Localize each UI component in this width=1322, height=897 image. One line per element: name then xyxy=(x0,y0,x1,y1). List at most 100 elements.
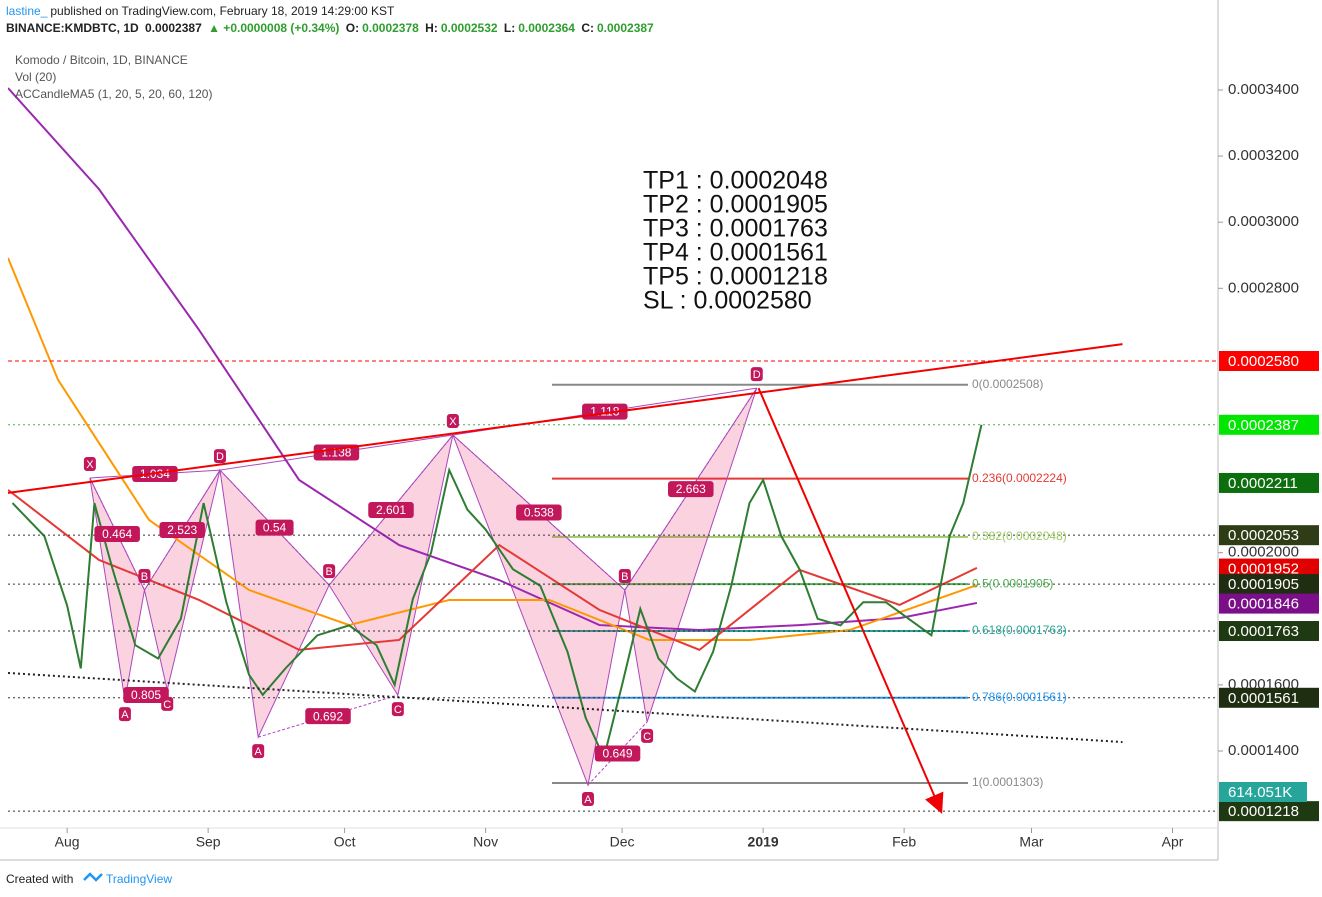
point-label: B xyxy=(621,571,628,583)
o-label: O: xyxy=(345,21,360,35)
point-box xyxy=(618,569,631,584)
price-label: 0.0001218 xyxy=(1228,803,1299,820)
annotation-line: TP4 : 0.0001561 xyxy=(643,239,828,267)
o-value: 0.0002378 xyxy=(362,21,419,35)
x-tick-label: Feb xyxy=(892,834,916,850)
point-box xyxy=(446,414,459,429)
price-label: 0.0002211 xyxy=(1228,475,1298,492)
ohlc-row: BINANCE:KMDBTC, 1D 0.0002387 ▲ +0.000000… xyxy=(6,21,657,35)
legend-line: Vol (20) xyxy=(15,70,56,84)
price-box xyxy=(1219,558,1319,579)
point-box xyxy=(641,728,654,743)
point-box xyxy=(161,696,174,711)
fib-label: 0(0.0002508) xyxy=(972,377,1043,391)
annotation-line: TP3 : 0.0001763 xyxy=(643,215,828,243)
fib-label: 1(0.0001303) xyxy=(972,775,1043,789)
ratio-box xyxy=(368,502,414,519)
ratio-label: 2.663 xyxy=(676,482,706,496)
price-label: 0.0002053 xyxy=(1228,527,1299,544)
last: 0.0002387 xyxy=(145,21,202,35)
ratio-label: 1.118 xyxy=(590,405,619,419)
price-label: 0.0001952 xyxy=(1228,561,1299,578)
x-tick-label: Apr xyxy=(1162,834,1184,850)
annotation-line: TP5 : 0.0001218 xyxy=(643,263,828,291)
price-box xyxy=(1219,621,1319,642)
point-label: A xyxy=(584,794,592,806)
price-label: 0.0001905 xyxy=(1228,576,1299,593)
h-label: H: xyxy=(425,21,438,35)
pattern-xab xyxy=(89,477,145,701)
volume-box xyxy=(1219,782,1307,802)
x-tick-label: Mar xyxy=(1019,834,1043,850)
point-box xyxy=(138,569,151,584)
ratio-label: 0.692 xyxy=(313,709,343,723)
ratio-box xyxy=(668,481,714,498)
footer-text: Created with xyxy=(6,872,73,886)
y-tick-label: 0.0003400 xyxy=(1228,81,1299,98)
published: published on TradingView.com, February 1… xyxy=(50,4,395,18)
l-value: 0.0002364 xyxy=(518,21,575,35)
price-label: 0.0001846 xyxy=(1228,596,1299,613)
ratio-box xyxy=(594,745,641,762)
point-label: A xyxy=(255,746,263,758)
price-box xyxy=(1219,687,1319,708)
series-line xyxy=(11,424,983,761)
ratio-box xyxy=(313,444,360,461)
pattern-xab xyxy=(219,468,330,739)
point-label: A xyxy=(121,709,129,721)
point-label: C xyxy=(163,699,171,711)
ratio-box xyxy=(94,526,140,543)
point-box xyxy=(213,449,226,464)
point-label: B xyxy=(141,571,148,583)
fib-label: 0.382(0.0002048) xyxy=(972,529,1067,543)
y-tick-label: 0.0001400 xyxy=(1228,742,1299,759)
pattern-leg xyxy=(587,721,648,786)
trendline xyxy=(7,671,1123,744)
point-box xyxy=(252,744,265,759)
x-tick-label: Nov xyxy=(473,834,498,850)
price-label: 0.0001561 xyxy=(1228,690,1299,707)
series-line xyxy=(8,87,978,632)
price-box xyxy=(1219,525,1319,546)
volume-label: 614.051K xyxy=(1228,784,1292,801)
x-tick-label: Sep xyxy=(196,834,221,850)
y-tick-label: 0.0003000 xyxy=(1228,213,1299,230)
pattern-bcd xyxy=(624,387,758,723)
trendline xyxy=(757,387,944,814)
l-label: L: xyxy=(503,21,516,35)
y-tick-label: 0.0003200 xyxy=(1228,147,1299,164)
fib-label: 0.5(0.0001905) xyxy=(972,576,1053,590)
point-box xyxy=(391,702,404,717)
ratio-box xyxy=(123,686,169,703)
fib-label: 0.618(0.0001763) xyxy=(972,623,1067,637)
point-box xyxy=(750,367,763,382)
ratio-label: 2.601 xyxy=(376,503,406,517)
x-tick-label: Dec xyxy=(610,834,635,850)
point-label: C xyxy=(394,704,402,716)
change: ▲ +0.0000008 (+0.34%) xyxy=(208,21,340,35)
header-row: lastine_ published on TradingView.com, Fe… xyxy=(6,4,397,18)
c-value: 0.0002387 xyxy=(597,21,654,35)
ratio-label: 2.523 xyxy=(167,523,197,537)
point-label: D xyxy=(216,451,224,463)
price-box xyxy=(1219,574,1319,595)
ratio-box xyxy=(255,519,294,536)
point-box xyxy=(118,707,131,722)
point-box xyxy=(83,456,96,471)
price-box xyxy=(1219,593,1319,614)
author[interactable]: lastine_ xyxy=(6,4,48,18)
logo xyxy=(83,872,103,882)
point-box xyxy=(581,792,594,807)
legend-line: ACCandleMA5 (1, 20, 5, 20, 60, 120) xyxy=(15,87,212,101)
point-box xyxy=(323,564,336,579)
point-label: B xyxy=(325,566,332,578)
y-tick-label: 0.0002800 xyxy=(1228,279,1299,296)
price-box xyxy=(1219,351,1319,372)
footer-brand[interactable]: TradingView xyxy=(106,872,172,886)
x-tick-label: 2019 xyxy=(748,834,779,850)
annotation-line: TP1 : 0.0002048 xyxy=(643,167,828,195)
trendline xyxy=(7,343,1123,494)
